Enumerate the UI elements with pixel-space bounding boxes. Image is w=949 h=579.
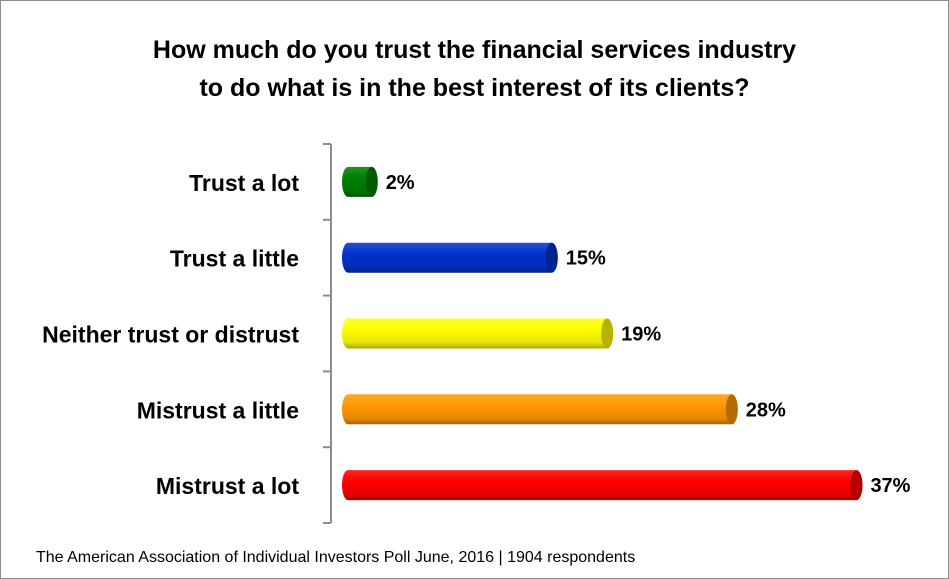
data-label: 37% bbox=[870, 475, 910, 497]
bar-end-cap bbox=[365, 166, 378, 197]
data-label: 2% bbox=[386, 172, 415, 194]
data-label: 19% bbox=[621, 324, 661, 346]
category-label: Neither trust or distrust bbox=[42, 322, 299, 348]
bar bbox=[342, 394, 738, 425]
data-label: 15% bbox=[566, 248, 606, 270]
bar bbox=[342, 470, 863, 501]
category-label: Trust a little bbox=[170, 246, 299, 272]
data-label: 28% bbox=[746, 399, 786, 421]
bar bbox=[342, 318, 614, 349]
bar-end-cap bbox=[725, 394, 738, 425]
bar bbox=[342, 242, 558, 273]
category-label: Trust a lot bbox=[189, 170, 299, 196]
bar-end-cap bbox=[545, 242, 558, 273]
chart-title-line-2: to do what is in the best interest of it… bbox=[199, 74, 750, 102]
chart-title: How much do you trust the financial serv… bbox=[1, 31, 948, 107]
bar-end-cap bbox=[601, 318, 614, 349]
bar-end-cap bbox=[850, 470, 863, 501]
category-label: Mistrust a little bbox=[137, 397, 299, 423]
chart-title-line-1: How much do you trust the financial serv… bbox=[152, 36, 797, 64]
category-label: Mistrust a lot bbox=[156, 473, 299, 499]
chart-footer: The American Association of Individual I… bbox=[36, 549, 636, 566]
